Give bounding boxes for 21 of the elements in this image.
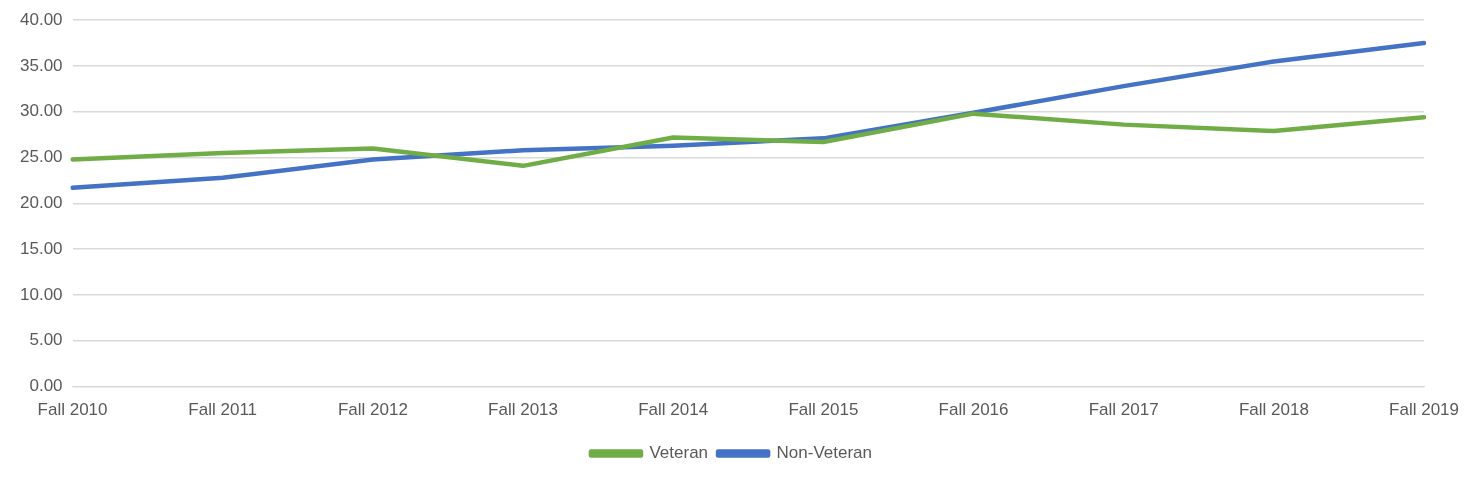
- y-tick-label: 40.00: [19, 9, 63, 29]
- y-tick-label: 25.00: [19, 147, 63, 167]
- x-tick-label: Fall 2014: [638, 400, 709, 420]
- legend-label: Veteran: [649, 443, 709, 463]
- y-tick-label: 0.00: [29, 376, 63, 396]
- y-tick-label: 10.00: [19, 284, 63, 304]
- x-tick-label: Fall 2010: [37, 400, 108, 420]
- x-tick-label: Fall 2013: [488, 400, 559, 420]
- x-tick-label: Fall 2015: [788, 400, 859, 420]
- x-tick-label: Fall 2018: [1238, 400, 1309, 420]
- x-tick-label: Fall 2019: [1389, 400, 1459, 420]
- y-tick-label: 5.00: [29, 330, 63, 350]
- x-tick-label: Fall 2016: [938, 400, 1009, 420]
- legend-label: Non-Veteran: [776, 443, 873, 463]
- y-tick-label: 35.00: [19, 55, 63, 75]
- x-tick-label: Fall 2017: [1088, 400, 1159, 420]
- x-tick-label: Fall 2011: [188, 400, 258, 420]
- x-tick-label: Fall 2012: [337, 400, 408, 420]
- y-tick-label: 30.00: [19, 101, 63, 121]
- y-tick-label: 15.00: [19, 238, 63, 258]
- y-tick-label: 20.00: [19, 193, 63, 213]
